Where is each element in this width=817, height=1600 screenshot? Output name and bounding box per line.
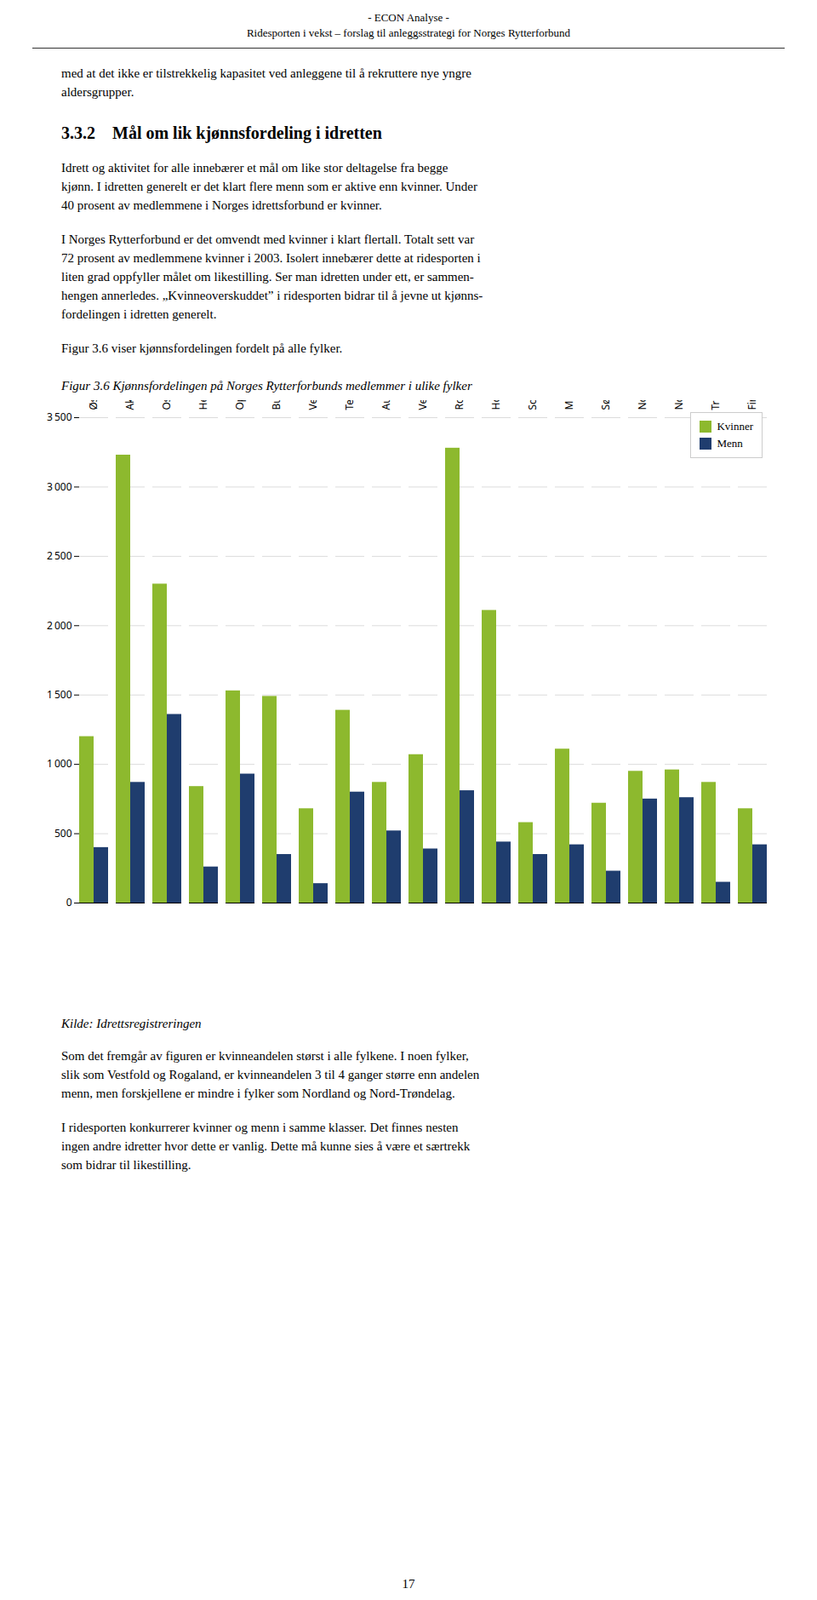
- svg-text:Nordland: Nordland: [671, 399, 686, 411]
- html-text:Menn: Menn: [716, 436, 743, 450]
- html-text:I ridesporten konkurrerer kvin: I ridesporten konkurrerer kvinner og men…: [61, 1119, 471, 1172]
- svg-text:2 000: 2 000: [46, 617, 73, 633]
- svg-text:Rogaland: Rogaland: [451, 399, 467, 411]
- svg-text:Troms: Troms: [708, 399, 723, 411]
- svg-text:Hordaland: Hordaland: [488, 399, 503, 411]
- svg-text:Hedmark: Hedmark: [195, 399, 211, 411]
- svg-text:Finnmark: Finnmark: [744, 399, 760, 411]
- svg-text:500: 500: [54, 825, 73, 840]
- svg-text:Akershus: Akershus: [122, 399, 138, 411]
- svg-text:2 500: 2 500: [46, 548, 73, 563]
- svg-text:Aust-Agder: Aust-Agder: [378, 399, 394, 411]
- html-text:Ridesporten i vekst – forslag: Ridesporten i vekst – forslag til anlegg…: [246, 26, 571, 40]
- html-text:17: 17: [402, 1576, 415, 1590]
- svg-text:Sogn og Fjordane: Sogn og Fjordane: [525, 399, 540, 411]
- svg-text:Oppland: Oppland: [232, 399, 247, 411]
- html-text:Figur 3.6 Kjønnsfordelingen på: Figur 3.6 Kjønnsfordelingen på Norges Ry…: [61, 378, 473, 393]
- svg-text:1 500: 1 500: [46, 686, 73, 702]
- html-text:Som det fremgår av figuren er: Som det fremgår av figuren er kvinneande…: [61, 1048, 480, 1100]
- svg-text:Buskerud: Buskerud: [268, 399, 284, 411]
- html-text:Figur 3.6 viser kjønnsfordelin: Figur 3.6 viser kjønnsfordelingen fordel…: [61, 341, 343, 355]
- svg-text:Sør-Trøndelag: Sør-Trøndelag: [598, 399, 613, 411]
- html-text:3.3.2 Mål om lik kjønnsfordeli: 3.3.2 Mål om lik kjønnsfordeling i idret…: [61, 123, 383, 143]
- svg-text:Vest-Agder: Vest-Agder: [415, 399, 430, 411]
- svg-text:Nord-Trøndelag: Nord-Trøndelag: [634, 399, 650, 411]
- svg-text:3 000: 3 000: [46, 479, 73, 494]
- svg-text:1 000: 1 000: [46, 755, 73, 771]
- html-text:Kvinner: Kvinner: [716, 419, 754, 433]
- svg-text:Møre og Romsdal: Møre og Romsdal: [561, 399, 577, 411]
- svg-text:3 500: 3 500: [46, 409, 73, 424]
- html-text:- ECON Analyse -: - ECON Analyse -: [367, 11, 450, 24]
- html-text:Idrett og aktivitet for alle i: Idrett og aktivitet for alle innebærer e…: [61, 160, 478, 212]
- svg-text:Vestfold: Vestfold: [305, 399, 320, 411]
- svg-text:Østfold: Østfold: [85, 399, 101, 411]
- html-text:I Norges Rytterforbund er det: I Norges Rytterforbund er det omvendt me…: [61, 232, 483, 321]
- html-text:med at det ikke er tilstrekkel: med at det ikke er tilstrekkelig kapasit…: [61, 66, 472, 99]
- svg-text:Telemark: Telemark: [342, 399, 357, 411]
- html-text:Kilde: Idrettsregistreringen: Kilde: Idrettsregistreringen: [61, 1016, 202, 1030]
- svg-text:Oslo: Oslo: [159, 399, 174, 411]
- svg-text:0: 0: [66, 894, 73, 909]
